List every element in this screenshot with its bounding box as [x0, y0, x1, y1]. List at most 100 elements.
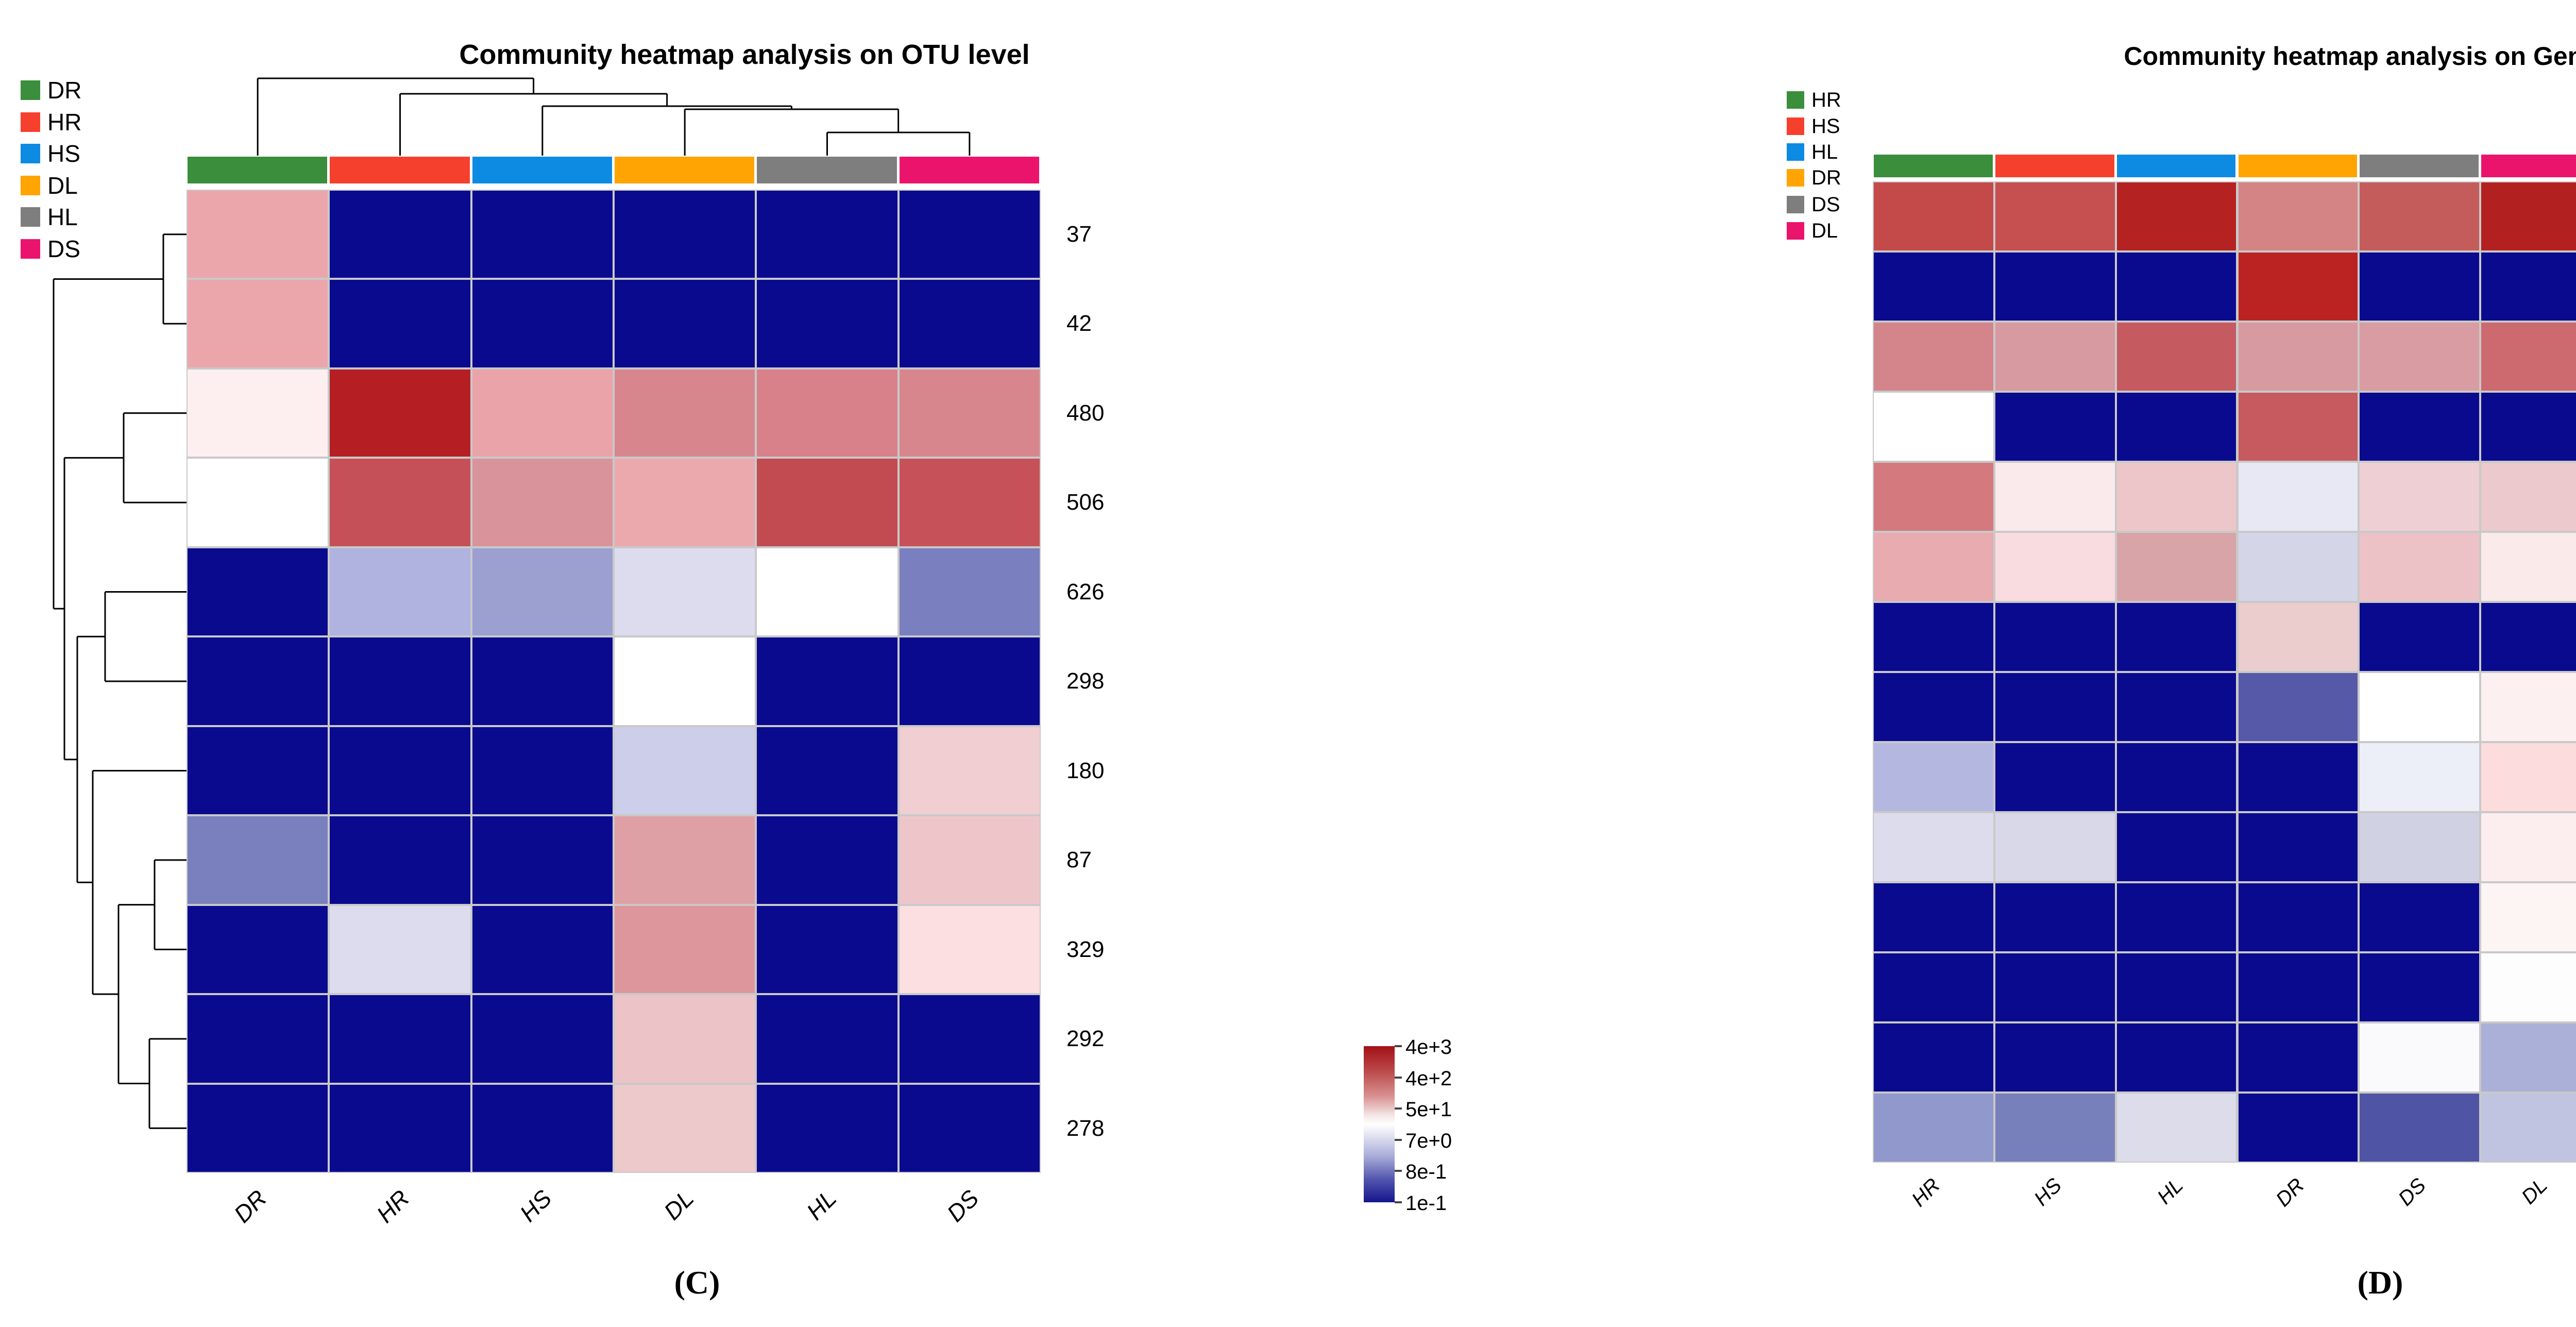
legend-item-HS: HS: [21, 142, 80, 165]
heatmap-cell-180-HS: [472, 727, 613, 815]
heatmap-cell-278-DL: [615, 1084, 755, 1172]
heatmap-cell-Cladosporium-DS: [2360, 463, 2480, 531]
heatmap-cell-Malassezia-DR: [2238, 1094, 2358, 1162]
heatmap-cell-298-HS: [472, 637, 613, 725]
heatmap-cell-Monascus-HL: [2116, 883, 2236, 951]
heatmap-cell-292-DR: [188, 995, 328, 1083]
heatmap-cell-42-DS: [899, 280, 1040, 367]
row-label-87: 87: [1066, 847, 1092, 873]
heatmap-cell-Verticillium-DS: [2360, 743, 2480, 811]
colorbar-tick-label-5e+1: 5e+1: [1405, 1098, 1452, 1121]
heatmap-cell-298-DS: [899, 637, 1040, 725]
legend-swatch-HR: [21, 112, 40, 132]
column-group-band-HS: [472, 157, 612, 183]
heatmap-cell-180-HL: [757, 727, 897, 815]
legend-label: DL: [47, 172, 78, 199]
row-label-37: 37: [1066, 222, 1092, 247]
heatmap-cell-626-DL: [615, 548, 755, 636]
legend-item-DL: DL: [21, 174, 78, 197]
heatmap-cell-Cladosporium-HS: [1995, 463, 2115, 531]
heatmap-cell-Cladosporium-DL: [2481, 463, 2576, 531]
heatmap-cell-Aspergillus-DL: [2481, 813, 2576, 881]
heatmap-cell-Rhodotorula-HS: [1995, 1023, 2115, 1091]
colorbar-tick-label-7e+0: 7e+0: [1405, 1129, 1452, 1152]
colorbar-tick-mark: [1395, 1076, 1402, 1079]
heatmap-cell-unclassified_k__Fungi-DL: [2481, 323, 2576, 391]
heatmap-cell-Cladosporium-DR: [2238, 463, 2358, 531]
legend-item-HR: HR: [1787, 90, 1841, 110]
column-group-band-HL: [757, 157, 897, 183]
heatmap-cell-unclassified_c__Sordariomycetes-DR: [2238, 253, 2358, 321]
legend-item-HR: HR: [21, 110, 81, 134]
heatmap-cell-Aspergillus-DS: [2360, 813, 2480, 881]
legend-item-DL: DL: [1787, 221, 1838, 241]
legend-swatch-DL: [21, 176, 40, 195]
heatmap-cell-Cladosporium-HL: [2116, 463, 2236, 531]
heatmap-cell-87-DL: [615, 816, 755, 904]
heatmap-cell-Monascus-HS: [1995, 883, 2115, 951]
heatmap-cell-626-DR: [188, 548, 328, 636]
heatmap-cell-Aspergillus-HR: [1874, 813, 1993, 881]
heatmap-cell-Ophiostoma-DS: [2360, 953, 2480, 1021]
heatmap-cell-329-DL: [615, 905, 755, 994]
column-group-band-DS: [899, 157, 1039, 183]
heatmap-cell-Monascus-DS: [2360, 883, 2480, 951]
heatmap-cell-626-HL: [757, 548, 897, 636]
heatmap-cell-87-HL: [757, 816, 897, 904]
legend-swatch-DL: [1787, 222, 1804, 240]
heatmap-cell-298-DR: [188, 637, 328, 725]
heatmap-cell-unclassified_k__Fungi-HL: [2116, 323, 2236, 391]
row-label-329: 329: [1066, 936, 1105, 962]
column-group-band-DR: [188, 157, 328, 183]
heatmap-cell-Sphaceloma-DR: [2238, 673, 2358, 741]
legend-item-HL: HL: [21, 205, 78, 229]
heatmap-cell-506-HR: [330, 459, 470, 546]
heatmap-cell-Alternaria-DS: [2360, 533, 2480, 601]
heatmap-cell-87-HS: [472, 816, 613, 904]
heatmap-cell-278-DS: [899, 1084, 1040, 1172]
heatmap-cell-Rhodotorula-DL: [2481, 1023, 2576, 1091]
heatmap-cell-unclassified_o__Branch06-HL: [2116, 393, 2236, 461]
heatmap-cell-Verticillium-HL: [2116, 743, 2236, 811]
heatmap-cell-Alternaria-HL: [2116, 533, 2236, 601]
colorbar-tick-mark: [1395, 1170, 1402, 1172]
heatmap-cell-unclassified_p__Ascomycota-HR: [1874, 182, 1993, 250]
heatmap-cell-480-DR: [188, 369, 328, 457]
heatmap-cell-unclassified_o__Branch06-HR: [1874, 393, 1993, 461]
legend-swatch-HS: [1787, 117, 1804, 135]
heatmap-cell-292-HL: [757, 995, 897, 1083]
legend-swatch-DS: [21, 239, 40, 259]
heatmap-cell-37-DR: [188, 191, 328, 278]
legend-label: HS: [47, 140, 80, 167]
heatmap-cell-480-DS: [899, 369, 1040, 457]
heatmap-cell-278-DR: [188, 1084, 328, 1172]
panel-c-colorbar: [1364, 1046, 1395, 1202]
legend-swatch-DR: [1787, 169, 1804, 187]
heatmap-cell-Verticillium-HR: [1874, 743, 1993, 811]
heatmap-cell-506-HL: [757, 459, 897, 546]
heatmap-cell-Acaulospora-HL: [2116, 603, 2236, 671]
legend-swatch-HS: [21, 144, 40, 163]
heatmap-cell-Rhodotorula-HL: [2116, 1023, 2236, 1091]
legend-label: DR: [47, 77, 82, 104]
heatmap-cell-unclassified_p__Ascomycota-HS: [1995, 182, 2115, 250]
heatmap-cell-Malassezia-DS: [2360, 1094, 2480, 1162]
heatmap-cell-626-DS: [899, 548, 1040, 636]
heatmap-cell-506-DS: [899, 459, 1040, 546]
heatmap-cell-329-HL: [757, 905, 897, 994]
heatmap-cell-unclassified_k__Fungi-DS: [2360, 323, 2480, 391]
row-label-180: 180: [1066, 758, 1105, 783]
heatmap-cell-278-HS: [472, 1084, 613, 1172]
legend-label: HR: [1811, 89, 1841, 111]
heatmap-cell-480-DL: [615, 369, 755, 457]
legend-item-DS: DS: [1787, 194, 1840, 215]
heatmap-cell-87-DS: [899, 816, 1040, 904]
heatmap-cell-unclassified_k__Fungi-DR: [2238, 323, 2358, 391]
heatmap-cell-506-DL: [615, 459, 755, 546]
row-label-480: 480: [1066, 400, 1105, 426]
heatmap-cell-Sphaceloma-DL: [2481, 673, 2576, 741]
heatmap-cell-unclassified_p__Ascomycota-DR: [2238, 182, 2358, 250]
column-group-band-DR: [2238, 155, 2358, 177]
